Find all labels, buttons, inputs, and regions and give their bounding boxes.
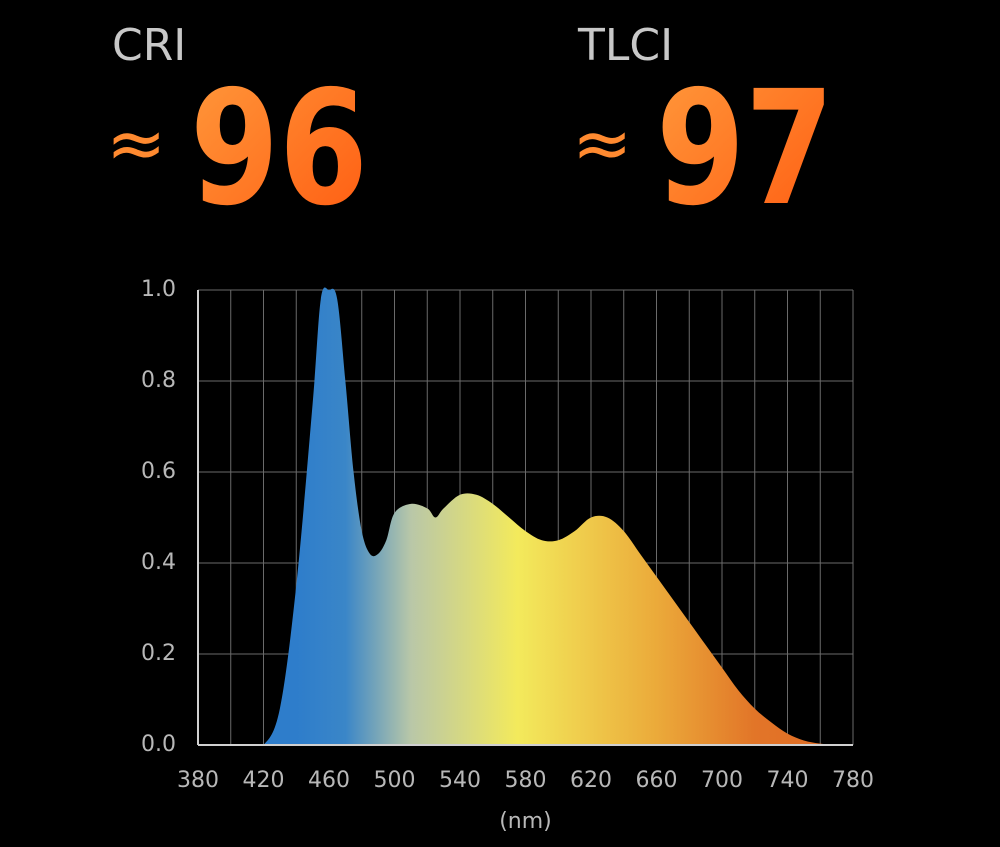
x-tick-label: 540 [439,768,481,793]
metric-value: 96 [190,57,368,241]
metric-label: TLCI [577,20,673,71]
x-tick-label: 660 [636,768,678,793]
approx-symbol: ≈ [106,101,166,185]
spectrum-area [198,287,853,745]
y-tick-label: 0.6 [141,459,176,484]
x-tick-label: 580 [505,768,547,793]
x-tick-label: 780 [832,768,874,793]
y-tick-label: 0.8 [141,368,176,393]
y-tick-label: 0.4 [141,550,176,575]
x-tick-label: 740 [767,768,809,793]
x-axis-label: (nm) [499,809,552,834]
y-tick-label: 0.0 [141,732,176,757]
metric-value: 97 [656,57,834,241]
x-tick-label: 500 [374,768,416,793]
x-tick-label: 620 [570,768,612,793]
x-tick-label: 700 [701,768,743,793]
x-tick-label: 460 [308,768,350,793]
chart: 0.0 0.2 0.4 0.6 0.8 1.0 380 420 460 500 540 580 620 6… [141,277,874,834]
metrics: CRI ≈ 96 TLCI ≈ 97 [106,20,834,241]
y-tick-label: 0.2 [141,641,176,666]
metric-label: CRI [112,20,186,71]
y-tick-label: 1.0 [141,277,176,302]
approx-symbol: ≈ [572,101,632,185]
x-tick-label: 380 [177,768,219,793]
x-tick-label: 420 [243,768,285,793]
